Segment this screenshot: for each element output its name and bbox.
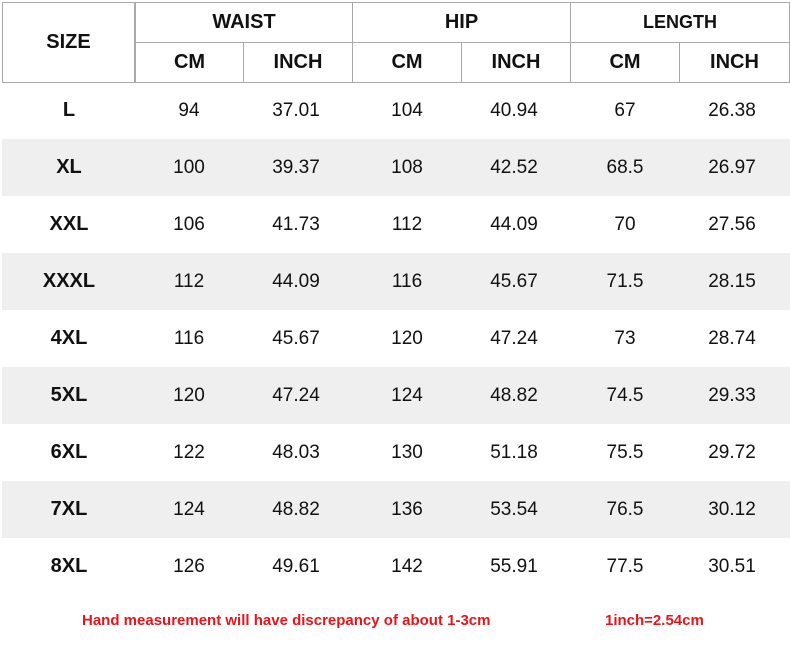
measurement: 75.5 <box>606 441 644 463</box>
measurement: 26.97 <box>708 156 756 178</box>
measurement: 28.15 <box>708 270 756 292</box>
measurement: 47.24 <box>490 327 538 349</box>
size-label: 4XL <box>50 327 88 349</box>
measurement-note: Hand measurement will have discrepancy o… <box>82 612 491 629</box>
measurement: 116 <box>391 270 423 292</box>
measurement: 55.91 <box>490 555 538 577</box>
size-label: XXL <box>49 213 89 235</box>
size-label: 6XL <box>50 441 88 463</box>
size-label: L <box>62 99 76 121</box>
measurement: 130 <box>391 441 423 463</box>
measurement: 116 <box>173 327 205 349</box>
measurement: 29.72 <box>708 441 756 463</box>
measurement: 112 <box>173 270 205 292</box>
measurement: 44.09 <box>490 213 538 235</box>
size-label: 8XL <box>50 555 88 577</box>
unit-header: INCH <box>461 42 571 83</box>
measurement: 73 <box>614 327 636 349</box>
measurement: 40.94 <box>490 99 538 121</box>
measurement: 48.03 <box>272 441 320 463</box>
unit-header: CM <box>570 42 680 83</box>
size-label: XL <box>56 156 82 178</box>
measurement: 124 <box>173 498 205 520</box>
measurement: 126 <box>173 555 205 577</box>
measurement: 106 <box>173 213 205 235</box>
measurement: 142 <box>391 555 423 577</box>
unit-header: CM <box>352 42 462 83</box>
row-background <box>2 253 790 310</box>
measurement: 124 <box>391 384 423 406</box>
unit-header: INCH <box>679 42 790 83</box>
measurement: 48.82 <box>490 384 538 406</box>
measurement: 39.37 <box>272 156 320 178</box>
measurement: 29.33 <box>708 384 756 406</box>
conversion-note: 1inch=2.54cm <box>605 612 704 629</box>
measurement: 70 <box>614 213 636 235</box>
measurement: 28.74 <box>708 327 756 349</box>
measurement: 48.82 <box>272 498 320 520</box>
measurement: 68.5 <box>606 156 644 178</box>
size-label: XXXL <box>42 270 96 292</box>
row-background <box>2 367 790 424</box>
measurement: 42.52 <box>490 156 538 178</box>
measurement: 49.61 <box>272 555 320 577</box>
row-background <box>2 139 790 196</box>
measurement: 77.5 <box>606 555 644 577</box>
unit-header: INCH <box>243 42 353 83</box>
measurement: 100 <box>173 156 205 178</box>
measurement: 67 <box>614 99 636 121</box>
measurement: 120 <box>391 327 423 349</box>
measurement: 94 <box>178 99 200 121</box>
group-header: HIP <box>352 2 571 43</box>
measurement: 45.67 <box>272 327 320 349</box>
row-background <box>2 481 790 538</box>
measurement: 30.51 <box>708 555 756 577</box>
measurement: 27.56 <box>708 213 756 235</box>
measurement: 30.12 <box>708 498 756 520</box>
measurement: 74.5 <box>606 384 644 406</box>
measurement: 41.73 <box>272 213 320 235</box>
measurement: 26.38 <box>708 99 756 121</box>
measurement: 44.09 <box>272 270 320 292</box>
measurement: 53.54 <box>490 498 538 520</box>
measurement: 122 <box>173 441 205 463</box>
measurement: 108 <box>391 156 423 178</box>
size-label: 7XL <box>50 498 88 520</box>
group-header: LENGTH <box>570 2 790 43</box>
measurement: 51.18 <box>490 441 538 463</box>
measurement: 104 <box>391 99 423 121</box>
unit-header: CM <box>135 42 244 83</box>
measurement: 136 <box>391 498 423 520</box>
group-header: WAIST <box>135 2 353 43</box>
size-label: 5XL <box>50 384 88 406</box>
measurement: 47.24 <box>272 384 320 406</box>
measurement: 71.5 <box>606 270 644 292</box>
measurement: 45.67 <box>490 270 538 292</box>
measurement: 37.01 <box>272 99 320 121</box>
measurement: 120 <box>173 384 205 406</box>
measurement: 112 <box>391 213 423 235</box>
size-header: SIZE <box>2 2 135 83</box>
measurement: 76.5 <box>606 498 644 520</box>
